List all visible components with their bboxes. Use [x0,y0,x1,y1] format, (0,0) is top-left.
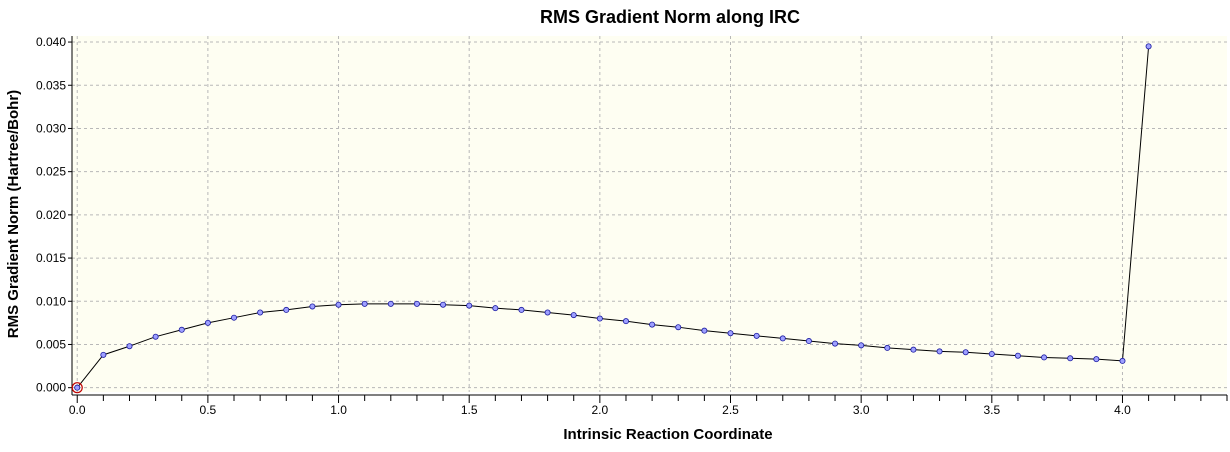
plot-area [72,36,1227,392]
y-tick-label: 0.035 [36,78,66,92]
series-line [76,46,1150,388]
data-point [309,303,316,310]
data-point [649,321,656,328]
data-point [413,300,420,307]
y-axis-label: RMS Gradient Norm (Hartree/Bohr) [5,90,22,338]
x-tick-label: 3.5 [983,403,1000,417]
data-point [832,340,839,347]
data-point [1119,357,1126,364]
highlighted-point [71,382,83,394]
data-point [361,300,368,307]
x-ticks: 0.0 0.5 1.0 1.5 2.0 2.5 3.0 3.5 4.0 [69,395,1228,417]
data-point [152,333,159,340]
x-tick-label: 2.0 [592,403,609,417]
x-tick-label: 2.5 [722,403,739,417]
data-point [675,324,682,331]
data-point [257,309,264,316]
data-point [596,315,603,322]
x-tick-label: 1.5 [461,403,478,417]
data-point [910,346,917,353]
data-point [100,351,107,358]
data-point [1093,356,1100,363]
data-point [204,319,211,326]
data-point [701,327,708,334]
data-point [1014,352,1021,359]
y-ticks: 0.000 0.005 0.010 0.015 0.020 0.025 0.030 0.035… [36,35,72,395]
x-tick-label: 1.0 [330,403,347,417]
data-point [988,350,995,357]
data-point [74,384,81,391]
x-axis-label: Intrinsic Reaction Coordinate [563,426,772,443]
data-point [492,305,499,312]
data-point [805,338,812,345]
data-point [440,301,447,308]
data-point [1041,354,1048,361]
data-point [1067,355,1074,362]
x-tick-label: 4.0 [1114,403,1131,417]
axes [71,36,1227,396]
data-point [466,302,473,309]
data-point [936,348,943,355]
data-point [884,344,891,351]
data-point [231,314,238,321]
data-point [962,349,969,356]
data-point [126,343,133,350]
data-point [283,306,290,313]
y-tick-label: 0.025 [36,165,66,179]
data-point [335,301,342,308]
grid-lines [72,36,1227,392]
y-tick-label: 0.015 [36,251,66,265]
y-tick-label: 0.020 [36,208,66,222]
data-point [570,312,577,319]
series [71,43,1152,394]
data-point [178,326,185,333]
data-point [858,342,865,349]
x-tick-label: 0.0 [69,403,86,417]
data-point [622,318,629,325]
data-point [1145,43,1152,50]
y-tick-label: 0.010 [36,294,66,308]
x-tick-label: 0.5 [200,403,217,417]
y-tick-label: 0.005 [36,337,66,351]
y-tick-label: 0.000 [36,381,66,395]
chart-title: RMS Gradient Norm along IRC [540,7,800,27]
data-point [727,330,734,337]
data-point [518,306,525,313]
x-tick-label: 3.0 [853,403,870,417]
data-point [387,300,394,307]
y-tick-label: 0.040 [36,35,66,49]
data-point [753,332,760,339]
y-tick-label: 0.030 [36,121,66,135]
data-point [544,309,551,316]
data-point [779,335,786,342]
